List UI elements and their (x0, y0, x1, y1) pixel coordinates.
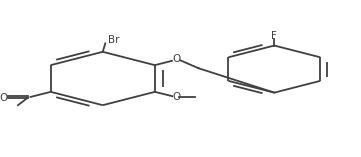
Text: F: F (271, 31, 277, 41)
Text: O: O (173, 54, 180, 64)
Text: O: O (173, 92, 180, 102)
Text: O: O (0, 93, 8, 103)
Text: Br: Br (108, 35, 120, 45)
